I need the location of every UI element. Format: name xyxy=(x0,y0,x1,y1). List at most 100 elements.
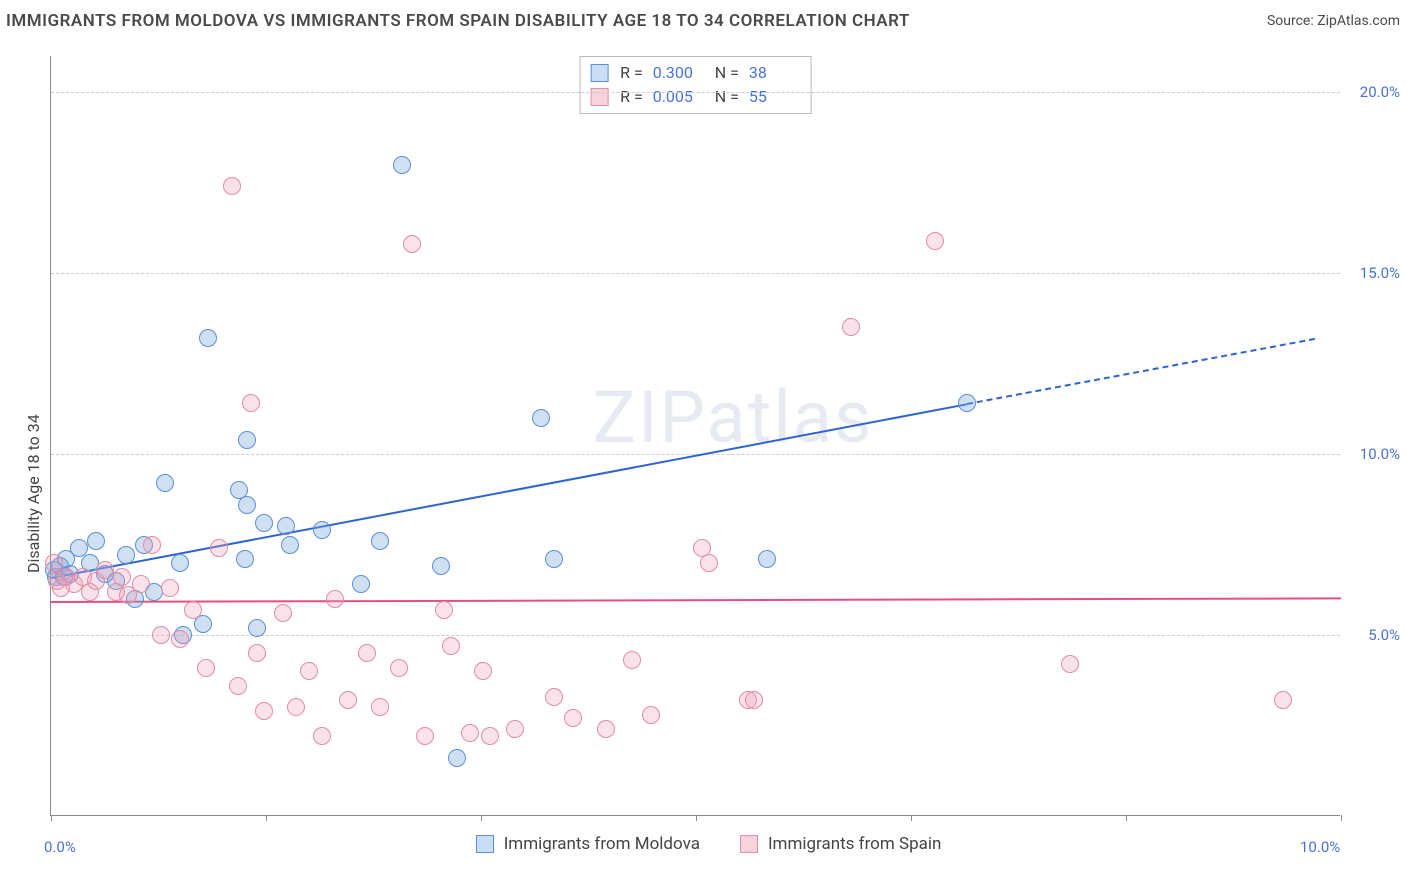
y-tick-label: 5.0% xyxy=(1348,626,1400,644)
data-point-moldova xyxy=(156,474,174,492)
data-point-spain xyxy=(700,554,718,572)
data-point-moldova xyxy=(277,517,295,535)
data-point-spain xyxy=(287,698,305,716)
data-point-spain xyxy=(642,706,660,724)
data-point-spain xyxy=(242,394,260,412)
x-tick-mark xyxy=(266,815,267,821)
x-tick-mark xyxy=(1341,815,1342,821)
data-point-spain xyxy=(132,575,150,593)
trend-line-moldova xyxy=(51,403,967,579)
r-value: 0.300 xyxy=(653,61,705,85)
legend-item: Immigrants from Moldova xyxy=(476,834,700,854)
data-point-moldova xyxy=(958,394,976,412)
n-value: 55 xyxy=(749,85,801,109)
title-bar: IMMIGRANTS FROM MOLDOVA VS IMMIGRANTS FR… xyxy=(6,6,1400,36)
data-point-spain xyxy=(184,601,202,619)
data-point-moldova xyxy=(532,409,550,427)
data-point-moldova xyxy=(432,557,450,575)
data-point-spain xyxy=(96,561,114,579)
data-point-spain xyxy=(326,590,344,608)
x-tick-mark xyxy=(481,815,482,821)
data-point-moldova xyxy=(758,550,776,568)
correlation-chart: IMMIGRANTS FROM MOLDOVA VS IMMIGRANTS FR… xyxy=(0,0,1406,892)
y-tick-label: 20.0% xyxy=(1348,83,1400,101)
x-tick-mark xyxy=(911,815,912,821)
data-point-spain xyxy=(171,630,189,648)
data-point-moldova xyxy=(171,554,189,572)
data-point-spain xyxy=(416,727,434,745)
data-point-spain xyxy=(339,691,357,709)
source-attribution: Source: ZipAtlas.com xyxy=(1267,13,1400,29)
data-point-moldova xyxy=(87,532,105,550)
gridline-h xyxy=(51,635,1340,636)
data-point-moldova xyxy=(371,532,389,550)
n-label: N = xyxy=(715,61,739,85)
bottom-legend: Immigrants from Moldova Immigrants from S… xyxy=(476,834,942,854)
r-value: 0.005 xyxy=(653,85,705,109)
stats-row: R = 0.005 N = 55 xyxy=(590,85,801,109)
data-point-spain xyxy=(274,604,292,622)
data-point-spain xyxy=(506,720,524,738)
data-point-spain xyxy=(113,568,131,586)
data-point-spain xyxy=(248,644,266,662)
gridline-h xyxy=(51,273,1340,274)
data-point-spain xyxy=(842,318,860,336)
stats-row: R =0.300N =38 xyxy=(590,61,801,85)
data-point-spain xyxy=(435,601,453,619)
data-point-moldova xyxy=(194,615,212,633)
data-point-spain xyxy=(745,691,763,709)
n-label: N = xyxy=(715,85,739,109)
data-point-moldova xyxy=(199,329,217,347)
legend-swatch xyxy=(476,835,494,853)
data-point-moldova xyxy=(238,496,256,514)
data-point-spain xyxy=(255,702,273,720)
data-point-moldova xyxy=(393,156,411,174)
legend-label: Immigrants from Spain xyxy=(768,834,941,854)
data-point-spain xyxy=(623,651,641,669)
y-axis-label: Disability Age 18 to 34 xyxy=(24,414,43,573)
data-point-spain xyxy=(1274,691,1292,709)
data-point-spain xyxy=(358,644,376,662)
y-tick-label: 15.0% xyxy=(1348,264,1400,282)
data-point-spain xyxy=(597,720,615,738)
data-point-spain xyxy=(223,177,241,195)
data-point-moldova xyxy=(238,431,256,449)
data-point-moldova xyxy=(255,514,273,532)
data-point-spain xyxy=(442,637,460,655)
data-point-spain xyxy=(300,662,318,680)
data-point-spain xyxy=(45,554,63,572)
x-axis-min-label: 0.0% xyxy=(44,838,76,856)
data-point-spain xyxy=(926,232,944,250)
data-point-spain xyxy=(229,677,247,695)
gridline-h xyxy=(51,92,1340,93)
trend-line-moldova-ext xyxy=(967,338,1316,405)
x-tick-mark xyxy=(51,815,52,821)
data-point-spain xyxy=(403,235,421,253)
trend-line-spain xyxy=(51,597,1341,603)
data-point-spain xyxy=(390,659,408,677)
data-point-spain xyxy=(313,727,331,745)
data-point-moldova xyxy=(448,749,466,767)
data-point-moldova xyxy=(248,619,266,637)
data-point-moldova xyxy=(352,575,370,593)
data-point-spain xyxy=(152,626,170,644)
y-tick-label: 10.0% xyxy=(1348,445,1400,463)
data-point-spain xyxy=(545,688,563,706)
data-point-moldova xyxy=(545,550,563,568)
data-point-spain xyxy=(197,659,215,677)
data-point-spain xyxy=(461,724,479,742)
data-point-moldova xyxy=(117,546,135,564)
legend-swatch xyxy=(590,64,608,82)
x-tick-mark xyxy=(1126,815,1127,821)
legend-label: Immigrants from Moldova xyxy=(504,834,700,854)
data-point-spain xyxy=(1061,655,1079,673)
stats-legend-box: R =0.300N =38R =0.005N =55 xyxy=(579,56,812,114)
data-point-spain xyxy=(474,662,492,680)
data-point-moldova xyxy=(281,536,299,554)
chart-title: IMMIGRANTS FROM MOLDOVA VS IMMIGRANTS FR… xyxy=(6,11,910,31)
legend-swatch xyxy=(590,88,608,106)
data-point-spain xyxy=(481,727,499,745)
plot-area: ZIPatlas R =0.300N =38R =0.005N =55 5.0%… xyxy=(50,56,1340,816)
legend-item: Immigrants from Spain xyxy=(740,834,941,854)
r-label: R = xyxy=(620,85,643,109)
